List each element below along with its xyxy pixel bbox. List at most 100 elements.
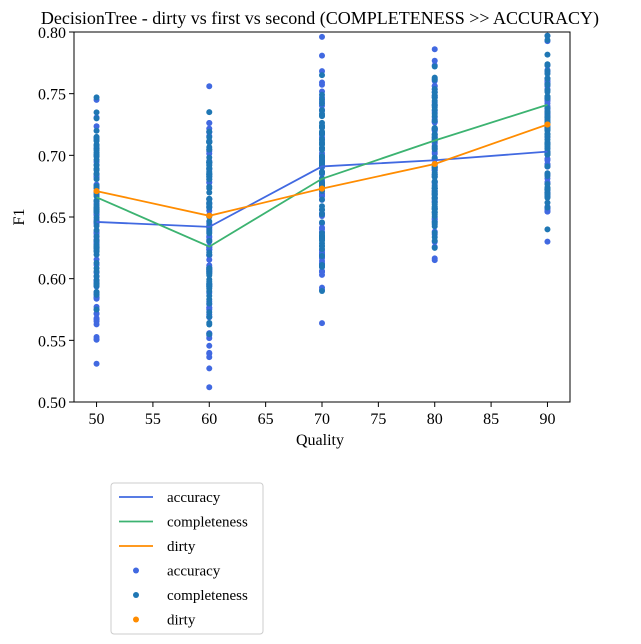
scatter-point: [319, 320, 325, 327]
scatter-point: [206, 109, 213, 116]
legend-item: dirty: [133, 613, 196, 629]
scatter-point: [206, 384, 213, 391]
legend-item: accuracy: [133, 564, 221, 580]
y-tick-label: 0.80: [38, 25, 66, 42]
scatter-point: [319, 81, 325, 88]
scatter-point: [93, 94, 100, 101]
legend: accuracy completeness dirty accuracy complet…: [110, 482, 264, 635]
scatter-point: [206, 154, 213, 161]
scatter-point: [319, 211, 325, 218]
x-tick-label: 70: [314, 411, 330, 428]
scatter-point: [544, 204, 551, 211]
scatter-point: [544, 141, 551, 148]
legend-dot-swatch: [133, 567, 139, 574]
series-line-accuracy: [96, 150, 548, 228]
scatter-point: [544, 131, 551, 138]
x-tick-label: 60: [201, 411, 217, 428]
scatter-point: [206, 185, 213, 192]
scatter-point: [206, 162, 213, 169]
scatter-point: [431, 125, 438, 132]
scatter-point: [319, 206, 325, 213]
y-tick-label: 0.55: [38, 333, 66, 350]
scatter-point: [319, 123, 325, 130]
scatter-point: [93, 115, 100, 122]
scatter-point: [319, 112, 325, 119]
scatter-point: [93, 272, 100, 279]
scatter-point: [206, 266, 213, 273]
scatter-point: [319, 168, 325, 175]
scatter-point: [319, 196, 325, 203]
scatter-point: [206, 278, 213, 285]
scatter-point: [544, 151, 551, 158]
scatter-point: [431, 190, 438, 197]
scatter-point: [206, 237, 213, 244]
scatter-point: [206, 218, 213, 225]
scatter-point: [206, 331, 213, 338]
scatter-point: [319, 242, 325, 249]
scatter-point: [206, 300, 213, 307]
scatter-point: [431, 46, 438, 53]
scatter-point: [544, 121, 551, 128]
scatter-point: [93, 109, 100, 116]
scatter-point: [93, 243, 100, 250]
scatter-point: [319, 288, 325, 294]
scatter-point: [93, 133, 100, 140]
scatter-point: [93, 176, 100, 183]
legend-label: dirty: [167, 539, 196, 555]
legend-label: dirty: [167, 613, 196, 629]
x-tick-label: 65: [258, 411, 274, 428]
scatter-point: [431, 229, 438, 236]
y-tick-label: 0.50: [38, 395, 66, 412]
scatter-point: [206, 272, 213, 279]
scatter-point: [544, 95, 551, 102]
legend-item: completeness: [133, 588, 248, 604]
scatter-point: [544, 170, 551, 177]
x-axis-label: Quality: [296, 432, 344, 449]
scatter-dirty-top: [93, 121, 551, 219]
scatter-point: [544, 157, 551, 164]
scatter-point: [206, 83, 213, 90]
x-tick-label: 75: [370, 411, 386, 428]
legend-dot-swatch: [133, 616, 139, 623]
scatter-point: [206, 256, 213, 263]
scatter-point: [431, 57, 438, 64]
scatter-point: [319, 129, 325, 136]
x-tick-label: 80: [427, 411, 443, 428]
y-tick-label: 0.60: [38, 272, 66, 289]
scatter-point: [206, 319, 213, 326]
scatter-point: [93, 127, 100, 134]
y-tick-label: 0.65: [38, 210, 66, 227]
scatter-point: [93, 237, 100, 244]
scatter-point: [319, 252, 325, 259]
scatter-point: [93, 161, 100, 168]
scatter-point: [431, 244, 438, 251]
x-tick-label: 50: [89, 411, 105, 428]
scatter-point: [544, 226, 551, 233]
scatter-point: [93, 218, 100, 225]
scatter-point: [319, 52, 325, 59]
scatter-point: [544, 238, 551, 245]
scatter-point: [206, 196, 213, 203]
scatter-point: [93, 188, 100, 195]
scatter-point: [93, 336, 100, 343]
y-axis: 0.50 0.55 0.60 0.65 0.70 0.75 0.80: [38, 25, 74, 412]
scatter-point: [544, 75, 551, 82]
scatter-point: [431, 117, 438, 124]
x-axis: 50 55 60 65 70 75 80 85 90: [89, 402, 555, 428]
scatter-point: [93, 206, 100, 213]
scatter-point: [431, 145, 438, 152]
scatter-point: [206, 139, 213, 146]
scatter-point: [319, 96, 325, 103]
scatter-point: [544, 108, 551, 115]
scatter-point: [206, 120, 213, 127]
scatter-completeness: [93, 32, 551, 338]
scatter-point: [431, 255, 438, 262]
scatter-point: [93, 170, 100, 177]
y-tick-label: 0.75: [38, 87, 66, 104]
scatter-point: [431, 63, 438, 70]
scatter-point: [319, 157, 325, 164]
plot-area: [93, 32, 551, 391]
scatter-point: [431, 102, 438, 109]
scatter-point: [431, 97, 438, 104]
